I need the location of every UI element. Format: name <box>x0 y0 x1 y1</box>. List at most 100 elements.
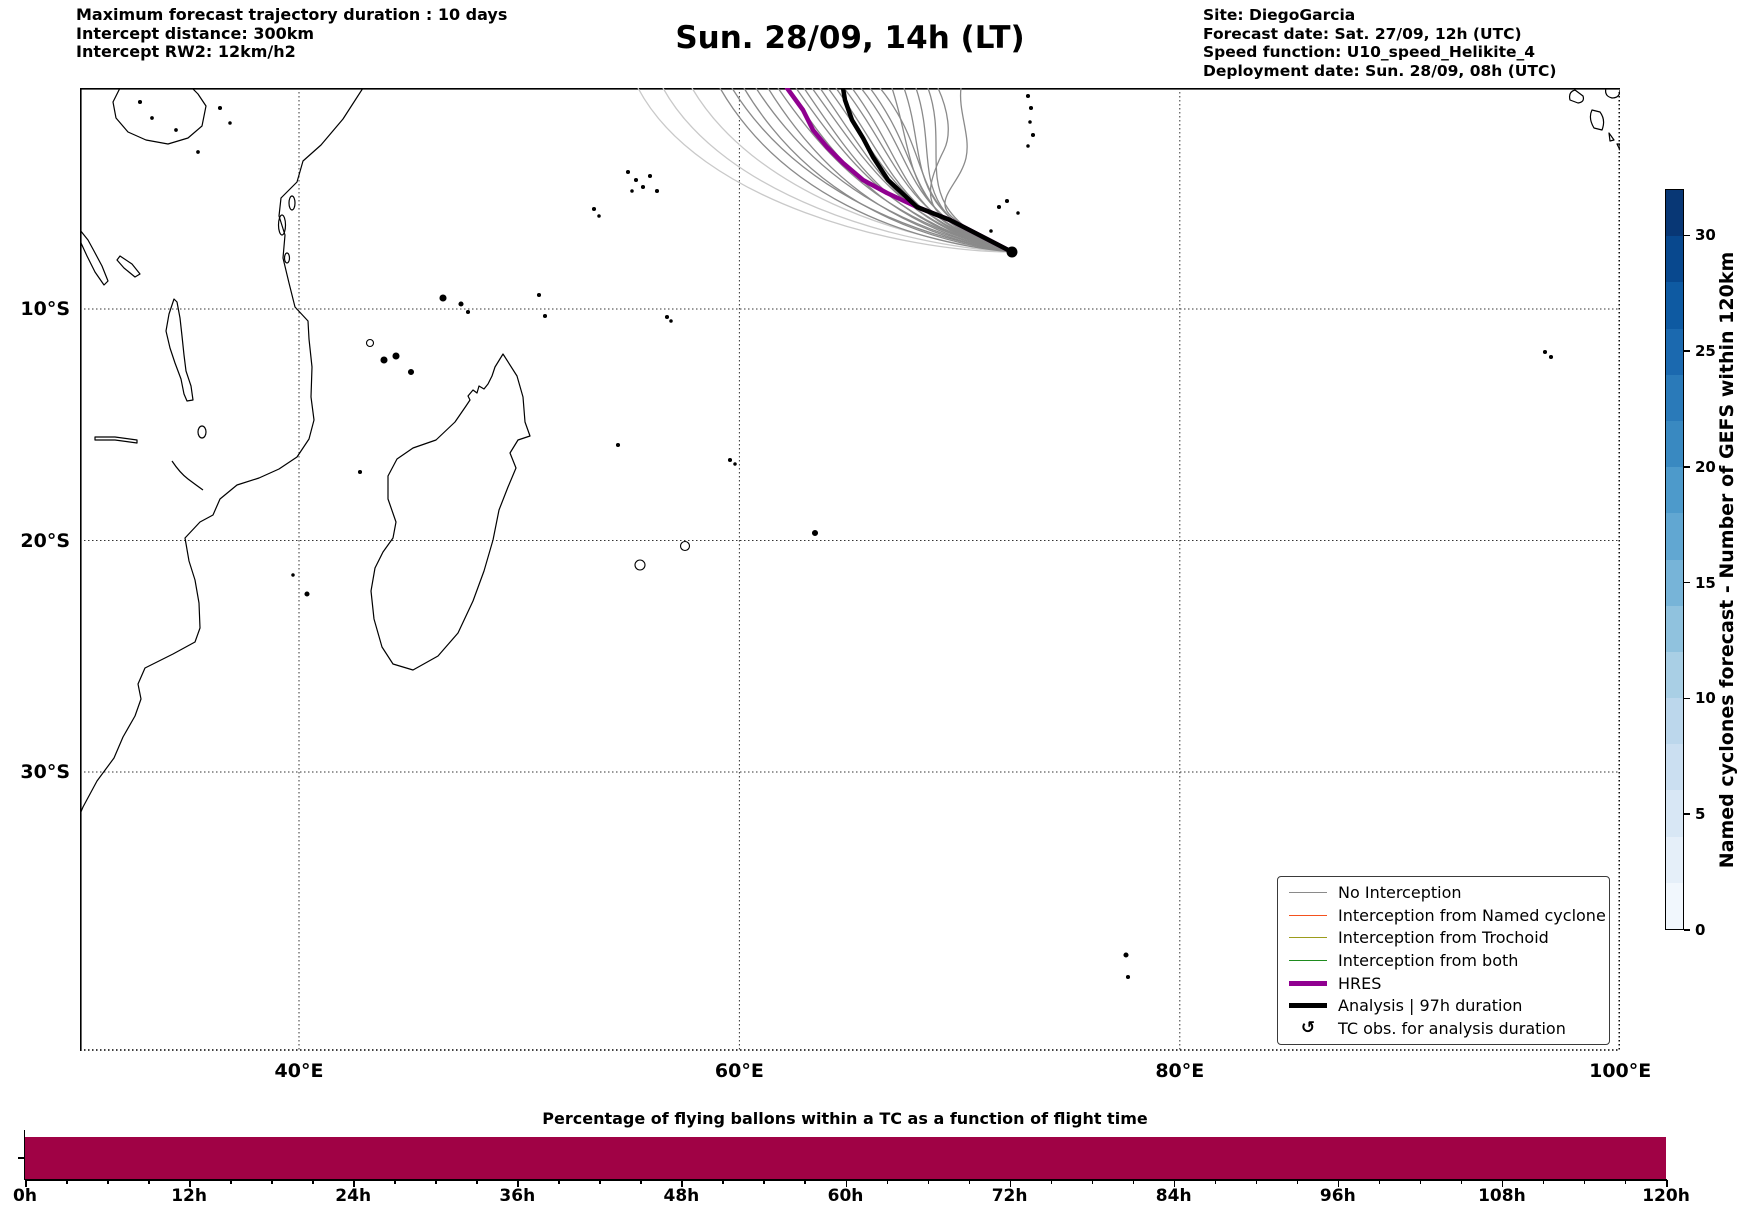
coastline-africa <box>80 88 364 815</box>
colorbar-segment <box>1666 282 1683 329</box>
y-tick-label: 30°S <box>20 761 70 783</box>
map-legend: No Interception Interception from Named c… <box>1277 876 1610 1045</box>
legend-line-sample <box>1289 937 1327 939</box>
colorbar-segment <box>1666 559 1683 606</box>
colorbar-tick-label: 25 <box>1695 342 1716 361</box>
bar-x-minor-tick <box>394 1180 396 1184</box>
legend-line-sample <box>1289 914 1327 916</box>
island-dot <box>1028 105 1034 111</box>
island-dot <box>439 294 447 302</box>
bar-x-minor-tick <box>599 1180 601 1184</box>
colorbar-tick <box>1684 813 1690 815</box>
island-dot <box>196 150 200 154</box>
island-dot <box>217 105 223 111</box>
legend-item: Interception from Trochoid <box>1278 927 1609 949</box>
island-dot <box>634 559 646 571</box>
y-tick-label: 20°S <box>20 529 70 552</box>
island-dot <box>679 540 691 552</box>
bar-x-tick-label: 84h <box>1155 1186 1192 1206</box>
island-dot <box>1125 974 1131 980</box>
island-dot <box>1123 952 1129 958</box>
trajectory-ensemble <box>827 88 1013 253</box>
colorbar-tick <box>1684 929 1690 931</box>
legend-line-sample <box>1289 960 1327 961</box>
island-dot <box>811 529 819 537</box>
bar-x-minor-tick <box>1050 1180 1053 1184</box>
lake-rukwa <box>116 255 141 278</box>
island-dot <box>304 591 310 597</box>
legend-item: Analysis | 97h duration <box>1278 995 1609 1017</box>
bar-x-major-tick <box>1173 1180 1176 1187</box>
island-mafia <box>283 252 291 264</box>
legend-item-label: Interception from Trochoid <box>1338 928 1549 948</box>
island-dot <box>228 121 232 125</box>
bar-x-minor-tick <box>1132 1180 1135 1184</box>
bar-x-minor-tick <box>1583 1180 1586 1184</box>
colorbar-segment <box>1666 882 1683 929</box>
bar-x-minor-tick <box>558 1180 560 1184</box>
bar-x-tick-label: 72h <box>991 1186 1028 1206</box>
intercept-rw2-text: Intercept RW2: 12km/h2 <box>76 42 296 61</box>
tc-position-marker <box>1006 246 1018 258</box>
trajectory-ensemble <box>787 88 1013 253</box>
colorbar-segment <box>1666 467 1683 514</box>
x-tick-label: 40°E <box>274 1060 324 1082</box>
colorbar-tick <box>1684 234 1690 237</box>
bar-x-minor-tick <box>312 1180 314 1184</box>
bar-x-tick-label: 48h <box>663 1186 700 1206</box>
bar-x-major-tick <box>189 1180 191 1187</box>
island-dot <box>174 128 178 132</box>
island-dot <box>633 177 639 183</box>
island-dot <box>1025 93 1031 99</box>
legend-item: Interception from Named cyclone <box>1278 904 1609 926</box>
island-dot <box>1030 132 1036 138</box>
trajectory-ensemble <box>743 88 1013 253</box>
bar-chart-y-tick <box>18 1157 24 1159</box>
river-shire <box>171 460 204 491</box>
island-dot <box>1016 211 1020 215</box>
x-tick-label: 80°E <box>1155 1060 1205 1082</box>
colorbar-segment <box>1666 605 1683 652</box>
island-dot <box>1548 354 1554 360</box>
legend-line-sample <box>1289 980 1327 986</box>
bar-chart-title: Percentage of flying ballons within a TC… <box>542 1109 1148 1128</box>
colorbar-tick-label: 10 <box>1695 689 1716 708</box>
trajectory-ensemble <box>662 88 1013 253</box>
colorbar-segment <box>1666 513 1683 560</box>
bar-x-minor-tick <box>722 1180 724 1184</box>
island-dot <box>407 368 415 376</box>
colorbar-segment <box>1666 190 1683 237</box>
bar-x-tick-label: 120h <box>1642 1186 1690 1206</box>
island-dot <box>669 319 673 323</box>
bar-x-major-tick <box>1501 1180 1504 1187</box>
island-pemba <box>288 195 296 211</box>
bar-x-minor-tick <box>640 1180 642 1184</box>
trajectory-ensemble <box>637 88 1013 253</box>
colorbar-tick <box>1684 350 1690 352</box>
lake-chilwa <box>197 425 207 439</box>
max-duration-text: Maximum forecast trajectory duration : 1… <box>76 5 508 24</box>
bar-chart-bar <box>25 1137 1666 1179</box>
legend-item: HRES <box>1278 972 1609 994</box>
island-dot <box>1004 198 1010 204</box>
legend-item-label: Interception from Named cyclone <box>1338 905 1606 925</box>
bar-x-tick-label: 0h <box>13 1186 37 1206</box>
bar-x-minor-tick <box>148 1180 150 1184</box>
bar-x-major-tick <box>681 1180 683 1187</box>
map-canvas <box>80 88 1620 1051</box>
island-dot <box>989 229 993 233</box>
tc-obs-marker-icon: ↺ <box>1300 1017 1316 1038</box>
speed-function-text: Speed function: U10_speed_Helikite_4 <box>1203 43 1536 61</box>
bar-x-minor-tick <box>1460 1180 1463 1184</box>
island-dot <box>465 309 471 315</box>
bar-x-minor-tick <box>886 1180 889 1184</box>
trajectory-analysis <box>840 88 1015 255</box>
island-dot <box>640 184 646 190</box>
colorbar-segment <box>1666 836 1683 883</box>
bar-x-major-tick <box>845 1180 847 1187</box>
bar-x-minor-tick <box>1624 1180 1627 1184</box>
colorbar-segment <box>1666 236 1683 283</box>
trajectory-ensemble <box>835 88 1013 253</box>
legend-line-sample <box>1289 892 1327 894</box>
